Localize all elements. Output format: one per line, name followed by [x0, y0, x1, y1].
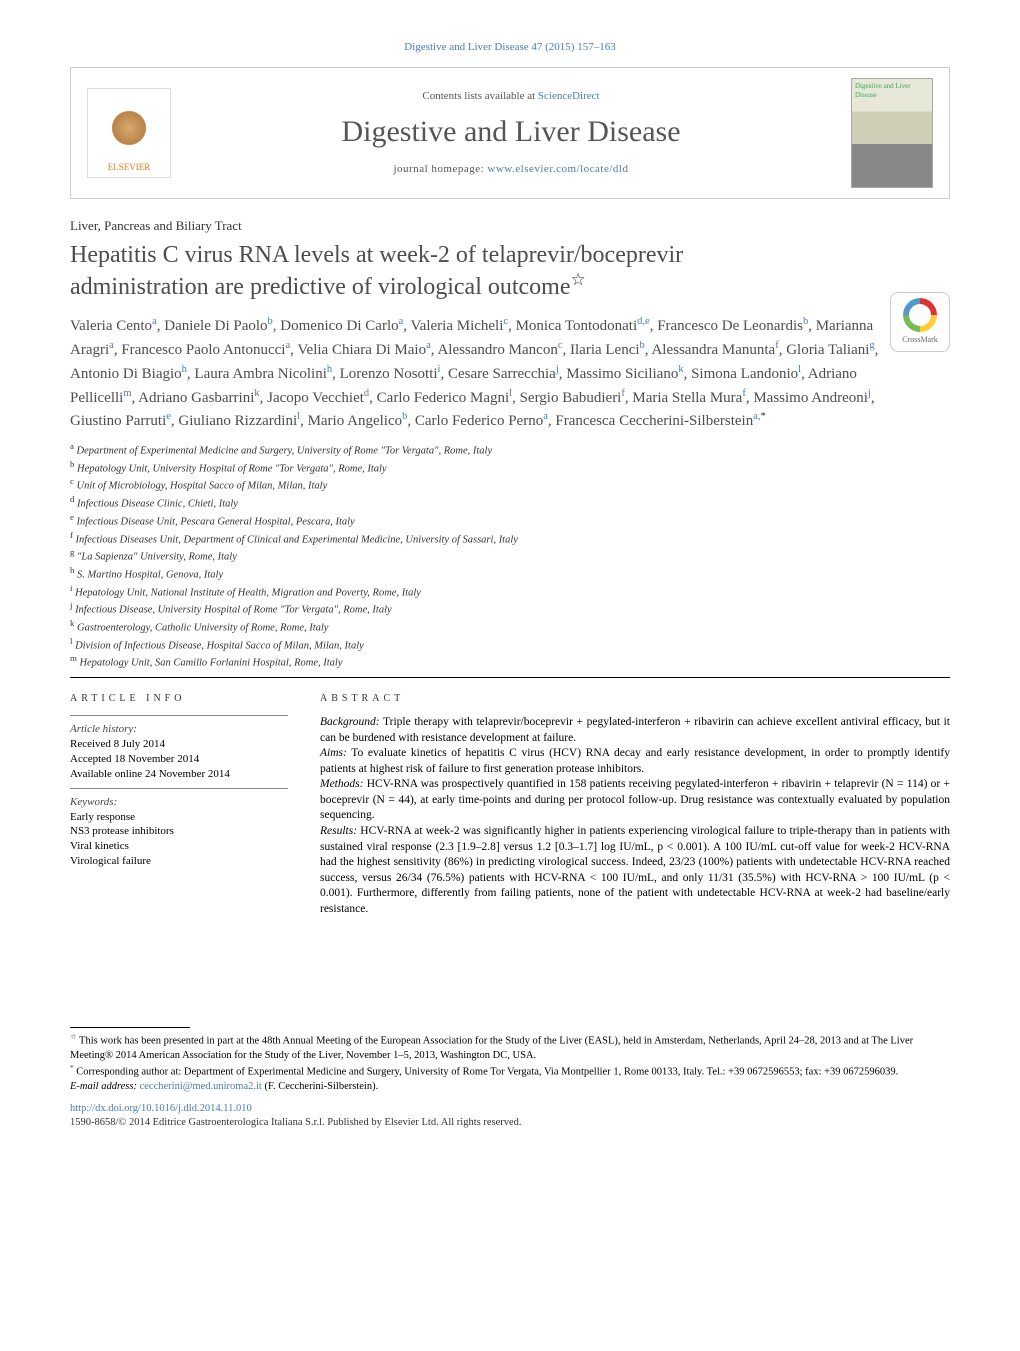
abstract-background-text: Triple therapy with telaprevir/boceprevi…	[320, 716, 950, 744]
contents-prefix: Contents lists available at	[422, 90, 537, 102]
article-history-label: Article history:	[70, 722, 288, 737]
email-name-suffix: (F. Ceccherini-Silberstein).	[262, 1081, 378, 1092]
keyword-item: Viral kinetics	[70, 839, 288, 854]
history-received: Received 8 July 2014	[70, 737, 288, 752]
abstract-results-label: Results:	[320, 825, 357, 837]
affiliation-item: j Infectious Disease, University Hospita…	[70, 600, 950, 618]
footnotes-rule	[70, 1027, 190, 1028]
affiliation-item: k Gastroenterology, Catholic University …	[70, 618, 950, 636]
affiliation-item: g "La Sapienza" University, Rome, Italy	[70, 547, 950, 565]
footnote-corresponding: * Corresponding author at: Department of…	[70, 1063, 950, 1080]
elsevier-logo[interactable]: ELSEVIER	[87, 88, 171, 178]
email-label: E-mail address:	[70, 1081, 140, 1092]
journal-title: Digestive and Liver Disease	[189, 112, 833, 153]
crossmark-badge[interactable]: CrossMark	[890, 292, 950, 352]
abstract-heading: abstract	[320, 692, 950, 706]
abstract-results-text: HCV-RNA at week-2 was significantly high…	[320, 825, 950, 915]
keywords-label: Keywords:	[70, 795, 288, 810]
corresponding-email-link[interactable]: ceccherini@med.uniroma2.it	[140, 1081, 262, 1092]
footnote-corresponding-text: Corresponding author at: Department of E…	[74, 1066, 899, 1077]
footnote-presentation-text: This work has been presented in part at …	[70, 1036, 913, 1061]
section-label: Liver, Pancreas and Biliary Tract	[70, 217, 950, 235]
divider-after-affiliations	[70, 677, 950, 678]
article-info-column: article info Article history: Received 8…	[70, 692, 288, 917]
footnotes-block: ☆ This work has been presented in part a…	[70, 1027, 950, 1094]
journal-homepage-line: journal homepage: www.elsevier.com/locat…	[189, 162, 833, 177]
homepage-prefix: journal homepage:	[393, 163, 487, 175]
copyright-line: 1590-8658/© 2014 Editrice Gastroenterolo…	[70, 1116, 950, 1130]
contents-lists-line: Contents lists available at ScienceDirec…	[189, 89, 833, 104]
crossmark-icon	[903, 298, 937, 332]
info-abstract-columns: article info Article history: Received 8…	[70, 692, 950, 917]
header-center: Contents lists available at ScienceDirec…	[189, 89, 833, 177]
keywords-list: Early responseNS3 protease inhibitorsVir…	[70, 810, 288, 869]
title-note-marker: ☆	[571, 270, 586, 289]
abstract-background-label: Background:	[320, 716, 380, 728]
affiliation-item: c Unit of Microbiology, Hospital Sacco o…	[70, 476, 950, 494]
affiliation-item: d Infectious Disease Clinic, Chieti, Ita…	[70, 494, 950, 512]
sciencedirect-link[interactable]: ScienceDirect	[538, 90, 600, 102]
footnote-marker-star: ☆	[70, 1032, 77, 1041]
article-title-line1: Hepatitis C virus RNA levels at week-2 o…	[70, 242, 683, 268]
journal-reference-top: Digestive and Liver Disease 47 (2015) 15…	[70, 40, 950, 55]
footnote-presentation: ☆ This work has been presented in part a…	[70, 1032, 950, 1063]
doi-line: http://dx.doi.org/10.1016/j.dld.2014.11.…	[70, 1102, 950, 1116]
keyword-item: Virological failure	[70, 854, 288, 869]
abstract-methods-text: HCV-RNA was prospectively quantified in …	[320, 778, 950, 821]
article-info-heading: article info	[70, 692, 288, 706]
history-accepted: Accepted 18 November 2014	[70, 752, 288, 767]
keyword-item: NS3 protease inhibitors	[70, 824, 288, 839]
history-online: Available online 24 November 2014	[70, 767, 288, 782]
abstract-aims-text: To evaluate kinetics of hepatitis C viru…	[320, 747, 950, 775]
affiliation-item: e Infectious Disease Unit, Pescara Gener…	[70, 512, 950, 530]
article-info-divider-2	[70, 788, 288, 789]
crossmark-label: CrossMark	[902, 335, 938, 346]
abstract-aims-label: Aims:	[320, 747, 347, 759]
elsevier-label: ELSEVIER	[108, 161, 151, 173]
article-title: Hepatitis C virus RNA levels at week-2 o…	[70, 240, 830, 302]
affiliation-item: i Hepatology Unit, National Institute of…	[70, 583, 950, 601]
affiliation-item: b Hepatology Unit, University Hospital o…	[70, 459, 950, 477]
abstract-column: abstract Background: Triple therapy with…	[320, 692, 950, 917]
article-info-divider-1	[70, 715, 288, 716]
affiliation-item: f Infectious Diseases Unit, Department o…	[70, 530, 950, 548]
affiliation-item: a Department of Experimental Medicine an…	[70, 441, 950, 459]
affiliation-item: m Hepatology Unit, San Camillo Forlanini…	[70, 653, 950, 671]
affiliation-item: h S. Martino Hospital, Genova, Italy	[70, 565, 950, 583]
affiliations-list: a Department of Experimental Medicine an…	[70, 441, 950, 671]
elsevier-tree-icon	[104, 106, 154, 161]
authors-list: Valeria Centoa, Daniele Di Paolob, Domen…	[70, 314, 890, 433]
journal-homepage-link[interactable]: www.elsevier.com/locate/dld	[487, 163, 628, 175]
doi-link[interactable]: http://dx.doi.org/10.1016/j.dld.2014.11.…	[70, 1103, 252, 1114]
affiliation-item: l Division of Infectious Disease, Hospit…	[70, 636, 950, 654]
keyword-item: Early response	[70, 810, 288, 825]
journal-cover-thumbnail: Digestive and Liver Disease	[851, 78, 933, 188]
abstract-methods-label: Methods:	[320, 778, 363, 790]
footnote-email: E-mail address: ceccherini@med.uniroma2.…	[70, 1080, 950, 1094]
abstract-body: Background: Triple therapy with telaprev…	[320, 715, 950, 917]
journal-header-box: ELSEVIER Contents lists available at Sci…	[70, 67, 950, 199]
article-title-line2: administration are predictive of virolog…	[70, 274, 571, 300]
